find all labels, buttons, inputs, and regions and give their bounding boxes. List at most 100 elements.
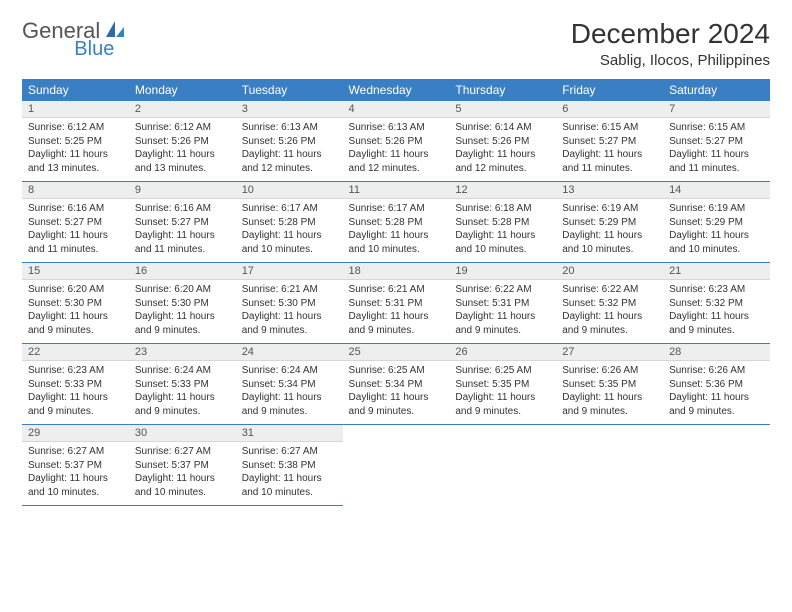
daylight-text: Daylight: 11 hours and 10 minutes. <box>28 472 123 499</box>
daylight-text: Daylight: 11 hours and 9 minutes. <box>562 391 657 418</box>
day-body: Sunrise: 6:12 AMSunset: 5:26 PMDaylight:… <box>129 118 236 181</box>
sunrise-text: Sunrise: 6:12 AM <box>135 121 230 135</box>
day-header-thursday: Thursday <box>449 79 556 101</box>
day-header-friday: Friday <box>556 79 663 101</box>
daylight-text: Daylight: 11 hours and 9 minutes. <box>135 310 230 337</box>
day-number: 3 <box>236 101 343 118</box>
day-body: Sunrise: 6:25 AMSunset: 5:35 PMDaylight:… <box>449 361 556 424</box>
daylight-text: Daylight: 11 hours and 12 minutes. <box>455 148 550 175</box>
calendar-row: 15Sunrise: 6:20 AMSunset: 5:30 PMDayligh… <box>22 263 770 344</box>
day-number: 23 <box>129 344 236 361</box>
daylight-text: Daylight: 11 hours and 13 minutes. <box>135 148 230 175</box>
logo: General Blue <box>22 18 170 44</box>
day-header-tuesday: Tuesday <box>236 79 343 101</box>
day-body: Sunrise: 6:21 AMSunset: 5:30 PMDaylight:… <box>236 280 343 343</box>
day-cell: 29Sunrise: 6:27 AMSunset: 5:37 PMDayligh… <box>22 425 129 506</box>
day-number: 7 <box>663 101 770 118</box>
day-cell: 9Sunrise: 6:16 AMSunset: 5:27 PMDaylight… <box>129 182 236 263</box>
sunset-text: Sunset: 5:28 PM <box>455 216 550 230</box>
day-cell: 14Sunrise: 6:19 AMSunset: 5:29 PMDayligh… <box>663 182 770 263</box>
day-body: Sunrise: 6:15 AMSunset: 5:27 PMDaylight:… <box>663 118 770 181</box>
day-number: 16 <box>129 263 236 280</box>
day-body: Sunrise: 6:20 AMSunset: 5:30 PMDaylight:… <box>129 280 236 343</box>
sunrise-text: Sunrise: 6:22 AM <box>562 283 657 297</box>
day-number: 12 <box>449 182 556 199</box>
sunset-text: Sunset: 5:27 PM <box>669 135 764 149</box>
empty-cell <box>663 425 770 506</box>
day-number: 17 <box>236 263 343 280</box>
daylight-text: Daylight: 11 hours and 10 minutes. <box>242 472 337 499</box>
page-header: General Blue December 2024 Sablig, Iloco… <box>22 18 770 69</box>
daylight-text: Daylight: 11 hours and 9 minutes. <box>349 310 444 337</box>
sunrise-text: Sunrise: 6:15 AM <box>562 121 657 135</box>
calendar-row: 22Sunrise: 6:23 AMSunset: 5:33 PMDayligh… <box>22 344 770 425</box>
sunrise-text: Sunrise: 6:26 AM <box>562 364 657 378</box>
sunrise-text: Sunrise: 6:17 AM <box>242 202 337 216</box>
sunset-text: Sunset: 5:34 PM <box>349 378 444 392</box>
sunrise-text: Sunrise: 6:14 AM <box>455 121 550 135</box>
day-body: Sunrise: 6:22 AMSunset: 5:31 PMDaylight:… <box>449 280 556 343</box>
day-body: Sunrise: 6:27 AMSunset: 5:37 PMDaylight:… <box>129 442 236 505</box>
daylight-text: Daylight: 11 hours and 10 minutes. <box>455 229 550 256</box>
sunrise-text: Sunrise: 6:23 AM <box>28 364 123 378</box>
sunset-text: Sunset: 5:37 PM <box>135 459 230 473</box>
day-body: Sunrise: 6:24 AMSunset: 5:33 PMDaylight:… <box>129 361 236 424</box>
daylight-text: Daylight: 11 hours and 11 minutes. <box>669 148 764 175</box>
logo-text-blue: Blue <box>74 38 114 61</box>
sunrise-text: Sunrise: 6:27 AM <box>135 445 230 459</box>
day-body: Sunrise: 6:15 AMSunset: 5:27 PMDaylight:… <box>556 118 663 181</box>
sunrise-text: Sunrise: 6:19 AM <box>562 202 657 216</box>
daylight-text: Daylight: 11 hours and 10 minutes. <box>669 229 764 256</box>
sunset-text: Sunset: 5:32 PM <box>562 297 657 311</box>
day-cell: 16Sunrise: 6:20 AMSunset: 5:30 PMDayligh… <box>129 263 236 344</box>
day-number: 10 <box>236 182 343 199</box>
sunset-text: Sunset: 5:25 PM <box>28 135 123 149</box>
day-cell: 17Sunrise: 6:21 AMSunset: 5:30 PMDayligh… <box>236 263 343 344</box>
day-number: 18 <box>343 263 450 280</box>
day-body: Sunrise: 6:25 AMSunset: 5:34 PMDaylight:… <box>343 361 450 424</box>
sunset-text: Sunset: 5:27 PM <box>135 216 230 230</box>
day-header-wednesday: Wednesday <box>343 79 450 101</box>
sunset-text: Sunset: 5:34 PM <box>242 378 337 392</box>
sunset-text: Sunset: 5:26 PM <box>455 135 550 149</box>
sunset-text: Sunset: 5:36 PM <box>669 378 764 392</box>
day-body: Sunrise: 6:19 AMSunset: 5:29 PMDaylight:… <box>663 199 770 262</box>
sunrise-text: Sunrise: 6:13 AM <box>349 121 444 135</box>
day-body: Sunrise: 6:18 AMSunset: 5:28 PMDaylight:… <box>449 199 556 262</box>
day-number: 26 <box>449 344 556 361</box>
day-cell: 23Sunrise: 6:24 AMSunset: 5:33 PMDayligh… <box>129 344 236 425</box>
sunrise-text: Sunrise: 6:17 AM <box>349 202 444 216</box>
day-body: Sunrise: 6:27 AMSunset: 5:37 PMDaylight:… <box>22 442 129 505</box>
daylight-text: Daylight: 11 hours and 9 minutes. <box>28 310 123 337</box>
day-body: Sunrise: 6:22 AMSunset: 5:32 PMDaylight:… <box>556 280 663 343</box>
sunset-text: Sunset: 5:31 PM <box>455 297 550 311</box>
day-number: 15 <box>22 263 129 280</box>
day-number: 31 <box>236 425 343 442</box>
daylight-text: Daylight: 11 hours and 9 minutes. <box>135 391 230 418</box>
sunrise-text: Sunrise: 6:26 AM <box>669 364 764 378</box>
sunrise-text: Sunrise: 6:27 AM <box>242 445 337 459</box>
sunrise-text: Sunrise: 6:19 AM <box>669 202 764 216</box>
day-body: Sunrise: 6:13 AMSunset: 5:26 PMDaylight:… <box>236 118 343 181</box>
day-body: Sunrise: 6:17 AMSunset: 5:28 PMDaylight:… <box>343 199 450 262</box>
day-number: 2 <box>129 101 236 118</box>
sunrise-text: Sunrise: 6:16 AM <box>28 202 123 216</box>
sunset-text: Sunset: 5:29 PM <box>562 216 657 230</box>
daylight-text: Daylight: 11 hours and 9 minutes. <box>669 310 764 337</box>
day-cell: 7Sunrise: 6:15 AMSunset: 5:27 PMDaylight… <box>663 101 770 182</box>
day-body: Sunrise: 6:16 AMSunset: 5:27 PMDaylight:… <box>22 199 129 262</box>
daylight-text: Daylight: 11 hours and 9 minutes. <box>349 391 444 418</box>
sunset-text: Sunset: 5:37 PM <box>28 459 123 473</box>
day-header-row: Sunday Monday Tuesday Wednesday Thursday… <box>22 79 770 101</box>
day-cell: 12Sunrise: 6:18 AMSunset: 5:28 PMDayligh… <box>449 182 556 263</box>
sunset-text: Sunset: 5:29 PM <box>669 216 764 230</box>
empty-cell <box>343 425 450 506</box>
day-cell: 1Sunrise: 6:12 AMSunset: 5:25 PMDaylight… <box>22 101 129 182</box>
day-body: Sunrise: 6:23 AMSunset: 5:32 PMDaylight:… <box>663 280 770 343</box>
day-cell: 15Sunrise: 6:20 AMSunset: 5:30 PMDayligh… <box>22 263 129 344</box>
daylight-text: Daylight: 11 hours and 10 minutes. <box>562 229 657 256</box>
sunset-text: Sunset: 5:38 PM <box>242 459 337 473</box>
day-number: 19 <box>449 263 556 280</box>
day-body: Sunrise: 6:24 AMSunset: 5:34 PMDaylight:… <box>236 361 343 424</box>
sunset-text: Sunset: 5:31 PM <box>349 297 444 311</box>
